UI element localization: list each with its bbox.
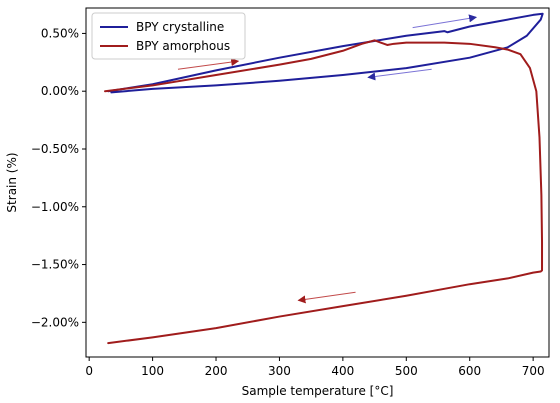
series-line-2 [104,39,544,345]
x-axis: 0 100 200 300 400 500 600 700 [85,357,545,378]
y-axis: 0.50% 0.00% −0.50% −1.00% −1.50% −2.00% [31,26,86,329]
series-line-1 [107,12,544,94]
y-tick-label: −1.00% [31,200,79,214]
direction-arrow [297,291,356,304]
y-tick-label: −0.50% [31,142,79,156]
legend: BPY crystalline BPY amorphous [91,12,246,60]
direction-arrow [177,58,240,70]
x-tick-label: 300 [268,364,291,378]
x-tick-label: 400 [331,364,354,378]
legend-label: BPY crystalline [136,20,224,34]
annotation-arrows [177,14,478,304]
x-tick-label: 200 [205,364,228,378]
series-layer [104,12,544,345]
x-tick-label: 500 [395,364,418,378]
legend-box [91,12,246,60]
y-axis-label: Strain (%) [5,152,19,212]
plot-frame [85,7,550,358]
y-tick-label: 0.50% [41,26,79,40]
y-tick-label: 0.00% [41,84,79,98]
direction-arrow [367,68,432,81]
legend-label: BPY amorphous [136,39,230,53]
x-tick-label: 600 [458,364,481,378]
x-axis-label: Sample temperature [°C] [242,384,394,398]
x-tick-label: 0 [85,364,93,378]
x-tick-label: 100 [141,364,164,378]
direction-arrow [412,14,478,29]
y-tick-label: −2.00% [31,315,79,329]
y-tick-label: −1.50% [31,258,79,272]
x-tick-label: 700 [522,364,545,378]
